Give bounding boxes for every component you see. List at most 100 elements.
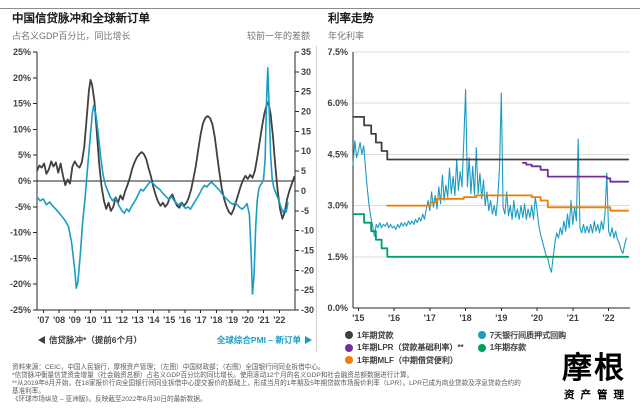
- legend-item: 1年期LPR（贷款基础利率）**: [345, 342, 464, 355]
- svg-text:'22: '22: [602, 313, 614, 323]
- legend-dot-icon: [477, 331, 486, 340]
- top-divider-rule: [0, 8, 640, 9]
- svg-text:'17: '17: [424, 313, 436, 323]
- svg-text:-25%: -25%: [10, 305, 31, 315]
- svg-text:-10: -10: [301, 226, 314, 236]
- left-chart-header: 中国信贷脉冲和全球新订单 占名义GDP百分比，同比增长 较前一年的差额: [12, 13, 310, 42]
- series-lpr-1y-line: [521, 162, 630, 183]
- series-repo-7d-line: [352, 88, 627, 273]
- legend-global-pmi: 全球综合PMI – 新订单: [217, 334, 312, 346]
- legend-item-label: 1年期贷款: [357, 330, 394, 340]
- svg-text:'22: '22: [273, 315, 285, 325]
- svg-text:20: 20: [301, 107, 311, 117]
- source-footnotes: 资料来源：CEIC，中国人民银行，摩根资产管理；（左图）中国财政部；（右图）全国…: [12, 364, 552, 404]
- svg-text:'12: '12: [116, 315, 128, 325]
- svg-text:25%: 25%: [13, 47, 31, 57]
- svg-text:5: 5: [301, 166, 306, 176]
- svg-text:-25: -25: [301, 285, 314, 295]
- svg-text:'19: '19: [226, 315, 238, 325]
- legend-item-label: 7天银行间质押式回购: [489, 330, 567, 340]
- legend-dot-icon: [345, 331, 353, 340]
- svg-text:4.5%: 4.5%: [327, 149, 348, 159]
- legend-item: 1年期MLF（中期借贷便利）: [345, 354, 464, 367]
- svg-text:7.5%: 7.5%: [327, 47, 348, 57]
- series-loan-1y-line: [352, 116, 630, 161]
- svg-text:-15%: -15%: [10, 253, 31, 263]
- credit-impulse-pmi-chart: 25% 20% 15% 10% 5% 0% -5% -10% -15% -20% -25% 35 30 2…: [10, 47, 314, 325]
- svg-text:'18: '18: [460, 313, 472, 323]
- jpmorgan-asset-management-logo: 摩根 资产管理: [558, 352, 630, 402]
- svg-text:'09: '09: [69, 315, 81, 325]
- svg-text:5%: 5%: [18, 150, 31, 160]
- footnote-line: *信贷脉冲衡量信贷资金增量（社会融资总额）占名义GDP百分比的同比增长。使用滚动…: [12, 371, 414, 379]
- svg-text:'08: '08: [53, 315, 65, 325]
- svg-text:20%: 20%: [13, 73, 31, 83]
- logo-subtitle: 资产管理: [564, 389, 630, 401]
- legend-item-label: 1年期LPR（贷款基础利率）**: [357, 343, 464, 353]
- svg-text:-30: -30: [301, 305, 314, 315]
- svg-text:3.0%: 3.0%: [327, 201, 348, 211]
- right-chart-header: 利率走势 年化利率: [328, 13, 628, 42]
- legend-item: 7天银行间质押式回购: [477, 329, 567, 342]
- right-chart-legend: 1年期贷款 1年期LPR（贷款基础利率）** 1年期MLF（中期借贷便利） 7天银行间…: [345, 329, 566, 367]
- svg-text:'14: '14: [147, 315, 159, 325]
- svg-text:'21: '21: [567, 313, 579, 323]
- footnote-line: **从2019年8月开始，在18家报价行向全国银行间同业拆借中心提交报价的基础上…: [12, 379, 521, 387]
- legend-dot-icon: [345, 343, 353, 352]
- left-arrow-icon: [38, 336, 45, 344]
- svg-text:'15: '15: [163, 315, 175, 325]
- series-global-pmi-new-orders-line: [36, 67, 289, 295]
- left-chart-right-axis-label: 较前一年的差额: [246, 31, 310, 42]
- panel-divider: [316, 46, 317, 352]
- svg-text:1.5%: 1.5%: [327, 252, 348, 262]
- series-mlf-1y-line: [386, 194, 630, 212]
- svg-text:-5%: -5%: [15, 202, 31, 212]
- right-chart-axis-label: 年化利率: [328, 31, 365, 42]
- footnote-line: 资料来源：CEIC，中国人民银行，摩根资产管理；（左图）中国财政部；（右图）全国…: [12, 364, 325, 371]
- svg-text:15%: 15%: [13, 99, 31, 109]
- svg-text:'16: '16: [179, 315, 191, 325]
- left-chart-legend: 信贷脉冲*（提前6个月） 全球综合PMI – 新订单: [38, 334, 312, 346]
- svg-text:'20: '20: [242, 315, 254, 325]
- svg-text:10%: 10%: [13, 124, 31, 134]
- svg-text:'13: '13: [132, 315, 144, 325]
- legend-item: 1年期贷款: [345, 329, 464, 342]
- svg-text:-20: -20: [301, 265, 314, 275]
- svg-text:-10%: -10%: [10, 228, 31, 238]
- svg-text:30: 30: [301, 67, 311, 77]
- legend-item-label: 1年期存款: [489, 343, 527, 353]
- svg-text:0: 0: [301, 186, 306, 196]
- left-chart-title: 中国信贷脉冲和全球新订单: [12, 13, 150, 25]
- svg-text:'21: '21: [257, 315, 269, 325]
- footnote-line: 基准利率。: [12, 387, 45, 395]
- svg-text:'07: '07: [37, 315, 49, 325]
- legend-item-label: 全球综合PMI – 新订单: [216, 335, 301, 345]
- legend-item-label: 信贷脉冲*（提前6个月）: [49, 335, 143, 345]
- svg-text:'15: '15: [352, 313, 364, 323]
- svg-text:'17: '17: [195, 315, 207, 325]
- svg-text:'18: '18: [210, 315, 222, 325]
- svg-text:35: 35: [301, 47, 311, 57]
- svg-text:'11: '11: [100, 315, 112, 325]
- right-arrow-icon: [305, 336, 312, 344]
- svg-text:'16: '16: [388, 313, 400, 323]
- svg-text:0%: 0%: [18, 176, 31, 186]
- svg-text:-5: -5: [301, 206, 309, 216]
- legend-dot-icon: [345, 356, 353, 365]
- svg-text:25: 25: [301, 87, 311, 97]
- right-chart-title: 利率走势: [328, 13, 374, 25]
- svg-text:-15: -15: [301, 245, 314, 255]
- interest-rates-chart: 7.5% 6.0% 4.5% 3.0% 1.5% 0.0% '15 '16 '17 '18 '19 '…: [327, 47, 630, 323]
- svg-text:'19: '19: [495, 313, 507, 323]
- svg-text:'10: '10: [84, 315, 96, 325]
- svg-text:'20: '20: [531, 313, 543, 323]
- series-deposit-1y-line: [352, 213, 630, 258]
- svg-text:10: 10: [301, 146, 311, 156]
- svg-text:0.0%: 0.0%: [327, 303, 348, 313]
- svg-text:6.0%: 6.0%: [327, 98, 348, 108]
- footnote-line: 《环球市场纵览 – 亚洲版》。反映截至2022年6月30日的最新数据。: [12, 395, 207, 403]
- left-chart-left-axis-label: 占名义GDP百分比，同比增长: [12, 31, 131, 42]
- svg-text:15: 15: [301, 126, 311, 136]
- svg-text:-20%: -20%: [10, 279, 31, 289]
- legend-dot-icon: [477, 343, 486, 352]
